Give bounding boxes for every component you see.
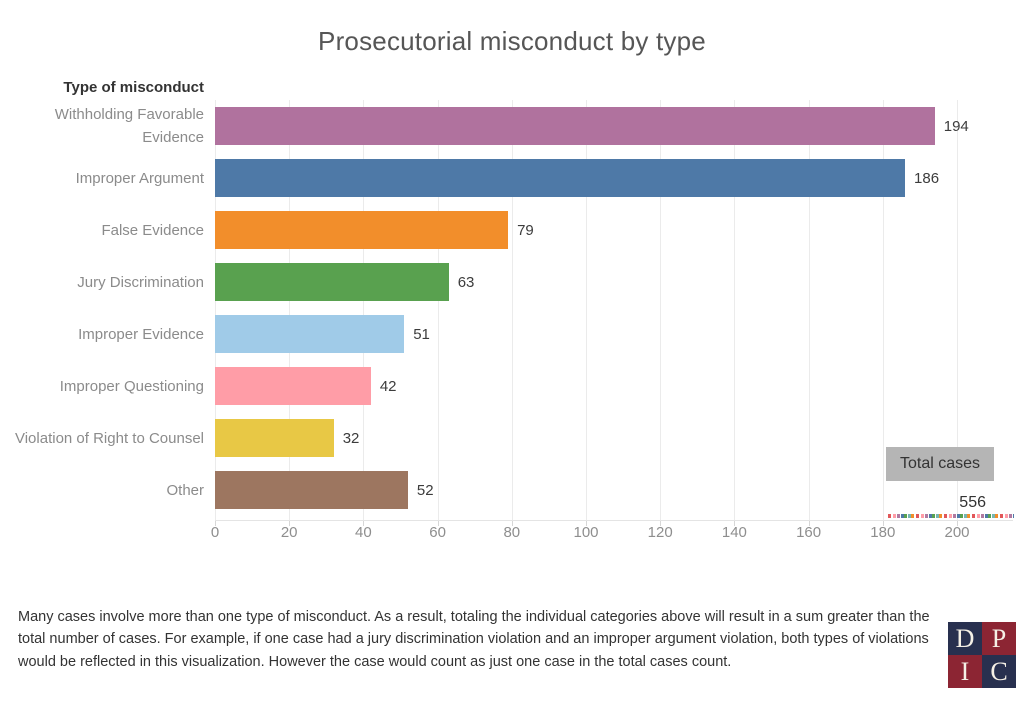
value-label: 52: [416, 481, 434, 499]
gridline: [215, 100, 216, 521]
x-axis-tick: [363, 521, 365, 526]
gridline: [511, 100, 513, 521]
x-axis-tick: [289, 521, 291, 526]
x-axis-tick: [660, 521, 662, 526]
gridline: [437, 100, 439, 521]
x-axis-tick: [882, 521, 884, 526]
value-label: 79: [517, 221, 534, 239]
value-label: 63: [457, 273, 475, 291]
bar-improper-argument[interactable]: [215, 159, 906, 197]
chart-row: False Evidence 79: [0, 204, 1024, 256]
x-axis-tick-label: 200: [944, 524, 970, 541]
dpic-logo-letter-i: I: [948, 655, 982, 688]
chart-row: Violation of Right to Counsel 32: [0, 412, 1024, 464]
value-label: 194: [943, 117, 969, 135]
dpic-logo-letter-d: D: [948, 622, 982, 655]
bar-false-evidence[interactable]: [215, 211, 509, 249]
category-label: Improper Questioning: [59, 377, 204, 395]
bar-withholding-favorable-evidence[interactable]: [215, 107, 935, 145]
total-cases-header: Total cases: [886, 447, 994, 481]
gridline: [289, 100, 291, 521]
x-axis-tick-label: 100: [573, 524, 599, 541]
chart-title: Prosecutorial misconduct by type: [318, 26, 706, 56]
category-label: False Evidence: [101, 221, 204, 239]
chart-row: Jury Discrimination 63: [0, 256, 1024, 308]
gridline: [882, 100, 884, 521]
dpic-logo-letter-c: C: [982, 655, 1016, 688]
axis-header-type-of-misconduct: Type of misconduct: [63, 79, 204, 96]
chart-row: Other 52: [0, 464, 1024, 516]
x-axis-tick-label: 0: [210, 524, 220, 541]
gridline: [586, 100, 587, 521]
gridline: [660, 100, 662, 521]
x-axis-tick: [586, 521, 587, 526]
category-label: Violation of Right to Counsel: [14, 429, 204, 447]
value-label: 42: [379, 377, 397, 395]
chart-row: Improper Argument 186: [0, 152, 1024, 204]
x-axis-tick: [511, 521, 513, 526]
footnote: Many cases involve more than one type of…: [18, 609, 930, 670]
bar-jury-discrimination[interactable]: [215, 263, 449, 301]
x-axis-tick: [734, 521, 736, 526]
value-label: 32: [342, 429, 360, 447]
x-axis-tick-label: 40: [355, 524, 372, 541]
gridline: [808, 100, 810, 521]
x-axis-tick-label: 120: [647, 524, 673, 541]
x-axis-tick: [215, 521, 216, 526]
bar-improper-evidence[interactable]: [215, 315, 405, 353]
total-cases-value: 556: [959, 494, 986, 511]
category-label: Withholding Favorable Evidence: [54, 106, 204, 146]
category-label: Improper Argument: [75, 169, 204, 187]
bar-improper-questioning[interactable]: [215, 367, 371, 405]
bar-violation-of-right-to-counsel[interactable]: [215, 419, 334, 457]
x-axis-tick: [808, 521, 810, 526]
dpic-logo-letter-p: P: [982, 622, 1016, 655]
x-axis-tick: [437, 521, 439, 526]
category-label: Other: [166, 481, 204, 499]
total-cases-marks-strip: [888, 514, 1014, 518]
gridline: [363, 100, 365, 521]
x-axis-tick-label: 180: [870, 524, 896, 541]
chart-row: Improper Evidence 51: [0, 308, 1024, 360]
bar-other[interactable]: [215, 471, 408, 509]
x-axis-line: [215, 520, 1013, 521]
x-axis-tick-label: 20: [280, 524, 298, 541]
category-label: Improper Evidence: [78, 325, 204, 343]
value-label: 186: [914, 169, 940, 187]
value-label: 51: [413, 325, 430, 343]
category-label: Jury Discrimination: [77, 273, 204, 291]
gridline: [734, 100, 736, 521]
gridline: [957, 100, 958, 521]
x-axis-tick: [957, 521, 958, 526]
x-axis-tick-label: 80: [503, 524, 521, 541]
x-axis-tick-label: 160: [796, 524, 822, 541]
x-axis-tick-label: 140: [721, 524, 747, 541]
x-axis-tick-label: 60: [429, 524, 446, 541]
chart-row: Improper Questioning 42: [0, 360, 1024, 412]
chart-row: Withholding Favorable Evidence 194: [0, 100, 1024, 152]
